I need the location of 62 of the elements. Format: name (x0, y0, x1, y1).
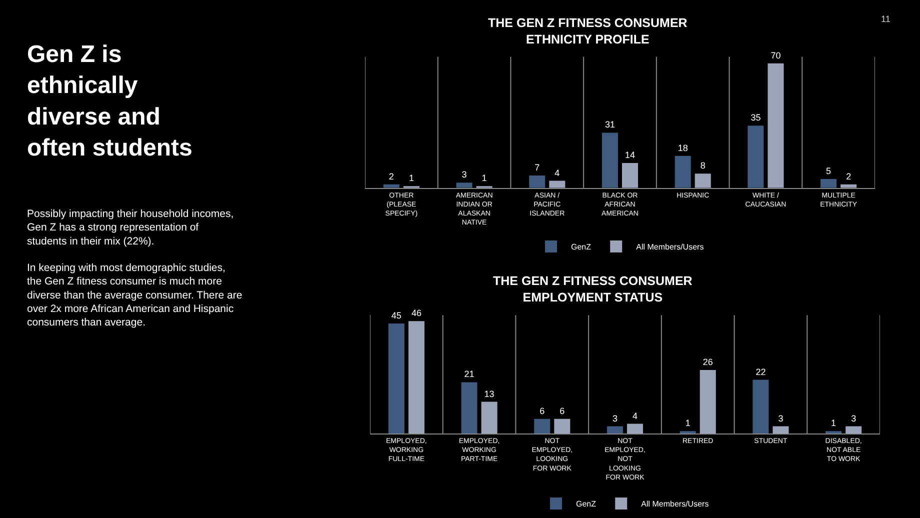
data-label: 3 (851, 413, 856, 424)
bar (388, 324, 404, 434)
bar (481, 402, 498, 434)
bar (700, 370, 716, 434)
bar (846, 426, 862, 434)
text: Possibly impacting their household incomes, Gen Z has a strong representation of students in their mix (22%). (27, 208, 234, 248)
bar (772, 426, 789, 434)
bar (456, 182, 472, 188)
bar (768, 63, 784, 188)
data-label: 3 (612, 413, 618, 424)
data-label: 7 (534, 162, 540, 172)
data-label: 1 (408, 173, 414, 184)
chart-title: THE GEN Z FITNESS CONSUMER ETHNICITY PROFILE (488, 16, 688, 46)
text: Gen Z is ethnically diverse and often students (27, 41, 192, 162)
bar (534, 418, 550, 434)
data-label: 2 (846, 171, 852, 182)
bar (461, 382, 478, 434)
bar (529, 175, 546, 188)
data-label: 45 (391, 310, 402, 321)
text: 11 (881, 14, 890, 24)
bar (752, 380, 769, 434)
data-label: 4 (554, 168, 560, 178)
data-label: 18 (678, 142, 688, 153)
data-label: 21 (464, 369, 474, 380)
legend-label: GenZ (571, 242, 592, 252)
data-label: 46 (411, 308, 422, 318)
data-label: 1 (831, 418, 836, 428)
bar (606, 426, 623, 434)
bar (554, 418, 570, 434)
data-label: 14 (625, 150, 636, 160)
legend-label: All Members/Users (636, 242, 704, 252)
data-label: 2 (388, 171, 394, 182)
data-label: 1 (482, 173, 487, 184)
data-label: 35 (750, 112, 761, 123)
bar (602, 132, 618, 188)
bar (622, 163, 638, 188)
bar (674, 156, 691, 188)
legend-label: GenZ (576, 500, 596, 509)
data-label: 6 (540, 406, 545, 416)
bar (826, 431, 842, 434)
data-label: 5 (826, 166, 832, 176)
bar (694, 174, 711, 188)
data-label: 3 (462, 170, 467, 180)
bar (748, 126, 764, 188)
data-label: 4 (632, 410, 638, 421)
chart-title: THE GEN Z FITNESS CONSUMER EMPLOYMENT STATUS (493, 274, 692, 304)
data-label: 31 (604, 120, 615, 130)
data-label: 22 (756, 366, 766, 377)
bar (627, 424, 644, 434)
data-label: 13 (484, 388, 494, 399)
text: In keeping with most demographic studies, the Gen Z fitness consumer is much more diverse than the average consumer. There are over 2x more African American and Hispanic consumers than average. (27, 262, 242, 329)
data-label: 6 (560, 406, 565, 416)
bar (820, 179, 837, 188)
data-label: 70 (770, 50, 781, 60)
bar (408, 321, 424, 434)
legend-label: All Members/Users (641, 500, 709, 509)
bar (680, 431, 696, 434)
data-label: 8 (700, 160, 706, 171)
data-label: 3 (778, 413, 784, 424)
data-label: 26 (702, 357, 713, 367)
bar (549, 180, 566, 188)
data-label: 1 (685, 418, 690, 428)
